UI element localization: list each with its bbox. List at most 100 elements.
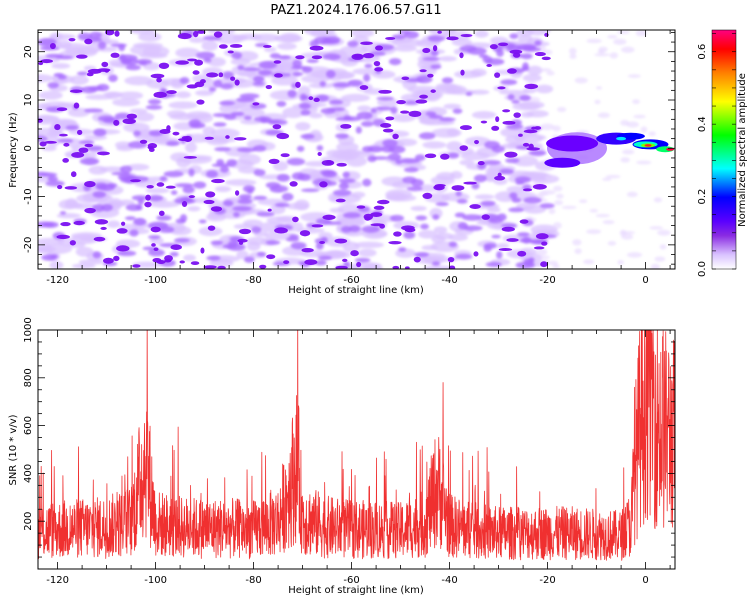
noise-blob <box>145 194 151 201</box>
noise-blob <box>267 208 272 212</box>
y-tick-label: 20 <box>23 45 34 58</box>
noise-blob <box>276 132 290 140</box>
noise-blob <box>403 167 419 173</box>
noise-blob <box>423 265 454 269</box>
noise-blob <box>96 83 110 92</box>
heatmap-frame <box>37 29 676 270</box>
noise-blob <box>364 63 373 69</box>
noise-blob <box>376 96 394 101</box>
noise-blob <box>101 61 109 68</box>
noise-blob <box>258 69 273 76</box>
noise-blob <box>97 151 110 156</box>
noise-blob <box>489 44 498 50</box>
signal-blob <box>544 157 581 168</box>
noise-blob <box>388 58 402 66</box>
noise-blob <box>385 37 396 40</box>
noise-blob <box>636 160 652 165</box>
noise-blob <box>138 32 162 42</box>
noise-blob <box>311 55 323 60</box>
colorbar-label: Normalized spectral amplitude <box>737 73 748 227</box>
noise-blob <box>419 69 427 73</box>
noise-blob <box>282 107 305 119</box>
noise-blob <box>595 213 610 218</box>
noise-blob <box>246 188 254 194</box>
noise-blob <box>238 194 252 200</box>
noise-blob <box>552 264 560 269</box>
noise-blob <box>239 93 260 99</box>
noise-blob <box>532 184 547 190</box>
noise-blob <box>300 134 315 139</box>
noise-blob <box>124 216 136 221</box>
noise-blob <box>207 57 226 67</box>
noise-blob <box>210 240 223 246</box>
noise-blob <box>334 238 348 244</box>
noise-blob <box>494 72 501 78</box>
noise-blob <box>276 174 291 182</box>
noise-blob <box>446 36 459 41</box>
x-tick-label: -120 <box>46 575 69 586</box>
noise-blob <box>447 152 460 159</box>
noise-blob <box>295 122 311 131</box>
noise-blob <box>95 185 108 190</box>
noise-blob <box>43 243 73 255</box>
noise-blob <box>501 223 518 228</box>
noise-blob <box>528 143 534 150</box>
noise-blob <box>388 145 406 154</box>
noise-blob <box>258 60 278 69</box>
noise-blob <box>166 110 187 118</box>
noise-blob <box>387 153 402 161</box>
noise-blob <box>323 36 341 44</box>
noise-blob <box>548 208 556 215</box>
heatmap-blobs <box>38 30 675 269</box>
noise-blob <box>210 206 223 212</box>
noise-blob <box>561 205 577 210</box>
noise-blob <box>391 38 424 48</box>
noise-blob <box>289 181 298 187</box>
x-tick-label: 0 <box>642 575 648 586</box>
noise-blob <box>431 127 462 138</box>
noise-blob <box>146 185 154 189</box>
noise-blob <box>299 230 311 237</box>
noise-blob <box>198 219 207 224</box>
noise-blob <box>239 241 244 245</box>
noise-blob <box>362 178 372 187</box>
noise-blob <box>243 256 255 263</box>
noise-blob <box>70 232 103 240</box>
noise-blob <box>196 99 205 105</box>
noise-blob <box>390 214 405 222</box>
noise-blob <box>400 158 420 164</box>
noise-blob <box>356 261 362 268</box>
noise-blob <box>220 83 234 90</box>
noise-blob <box>253 195 268 201</box>
noise-blob <box>276 100 287 107</box>
noise-blob <box>504 151 518 158</box>
noise-blob <box>56 213 81 219</box>
noise-blob <box>392 133 399 140</box>
noise-blob <box>541 241 548 246</box>
noise-blob <box>499 168 514 175</box>
noise-blob <box>470 68 487 77</box>
noise-blob <box>342 241 360 253</box>
noise-blob <box>179 260 185 264</box>
noise-blob <box>556 106 567 113</box>
noise-blob <box>195 90 214 96</box>
x-tick-label: -120 <box>46 275 69 286</box>
noise-blob <box>251 33 281 42</box>
noise-blob <box>148 147 155 152</box>
noise-blob <box>107 220 121 228</box>
noise-blob <box>353 241 385 249</box>
x-tick-label: -100 <box>144 275 167 286</box>
noise-blob <box>38 114 61 125</box>
noise-blob <box>481 159 502 166</box>
noise-blob <box>152 257 162 263</box>
noise-blob <box>427 35 446 42</box>
noise-blob <box>322 53 341 61</box>
noise-blob <box>296 145 305 152</box>
noise-blob <box>430 64 442 70</box>
noise-blob <box>231 51 243 60</box>
noise-blob <box>545 174 555 181</box>
noise-blob <box>62 158 69 163</box>
noise-blob <box>586 229 602 235</box>
noise-blob <box>540 189 556 195</box>
